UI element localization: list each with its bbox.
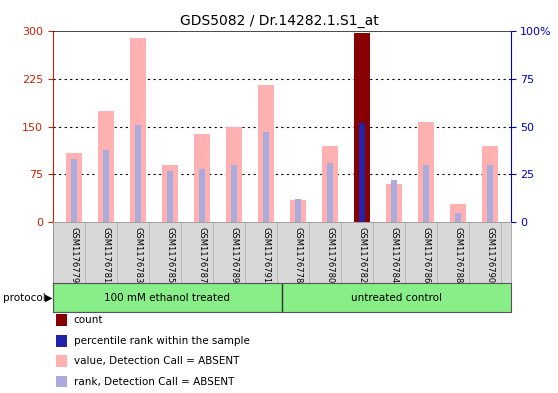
Text: GSM1176779: GSM1176779 (69, 227, 78, 283)
Text: GSM1176786: GSM1176786 (421, 227, 430, 283)
Bar (167, 171, 172, 222)
Text: value, Detection Call = ABSENT: value, Detection Call = ABSENT (74, 356, 239, 366)
Bar (282, 283, 511, 312)
Bar (103, 150, 109, 222)
Bar (482, 146, 498, 222)
Bar (53, 283, 282, 312)
Bar (98, 111, 114, 222)
Text: GSM1176791: GSM1176791 (261, 227, 270, 283)
Text: GSM1176789: GSM1176789 (229, 227, 238, 283)
Text: GSM1176781: GSM1176781 (102, 227, 110, 283)
Text: rank, Detection Call = ABSENT: rank, Detection Call = ABSENT (74, 376, 234, 387)
Bar (226, 127, 242, 222)
Bar (327, 163, 333, 222)
Text: protocol: protocol (3, 293, 46, 303)
Text: GSM1176787: GSM1176787 (198, 227, 206, 283)
Bar (423, 165, 429, 222)
Text: GSM1176783: GSM1176783 (133, 227, 142, 283)
Bar (391, 180, 397, 222)
Text: count: count (74, 315, 103, 325)
Bar (359, 123, 365, 222)
Bar (295, 199, 301, 222)
Bar (71, 159, 76, 222)
Bar (322, 146, 338, 222)
Text: percentile rank within the sample: percentile rank within the sample (74, 336, 249, 346)
Bar (199, 169, 205, 222)
Bar (487, 165, 493, 222)
Bar (418, 122, 434, 222)
Bar (258, 85, 274, 222)
Text: ▶: ▶ (45, 293, 53, 303)
Text: GSM1176785: GSM1176785 (165, 227, 174, 283)
Bar (194, 134, 210, 222)
Bar (386, 184, 402, 222)
Bar (263, 132, 268, 222)
Text: GSM1176782: GSM1176782 (357, 227, 366, 283)
Text: GDS5082 / Dr.14282.1.S1_at: GDS5082 / Dr.14282.1.S1_at (180, 14, 378, 28)
Text: GSM1176790: GSM1176790 (485, 227, 494, 283)
Bar (455, 213, 461, 222)
Text: untreated control: untreated control (350, 293, 442, 303)
Text: GSM1176778: GSM1176778 (294, 227, 302, 283)
Text: GSM1176788: GSM1176788 (453, 227, 462, 283)
Bar (231, 165, 237, 222)
Text: GSM1176780: GSM1176780 (325, 227, 334, 283)
Bar (130, 38, 146, 222)
Bar (135, 125, 141, 222)
Bar (450, 204, 466, 222)
Bar (290, 200, 306, 222)
Text: 100 mM ethanol treated: 100 mM ethanol treated (104, 293, 230, 303)
Bar (354, 33, 370, 222)
Bar (66, 153, 82, 222)
Bar (162, 165, 178, 222)
Text: GSM1176784: GSM1176784 (389, 227, 398, 283)
